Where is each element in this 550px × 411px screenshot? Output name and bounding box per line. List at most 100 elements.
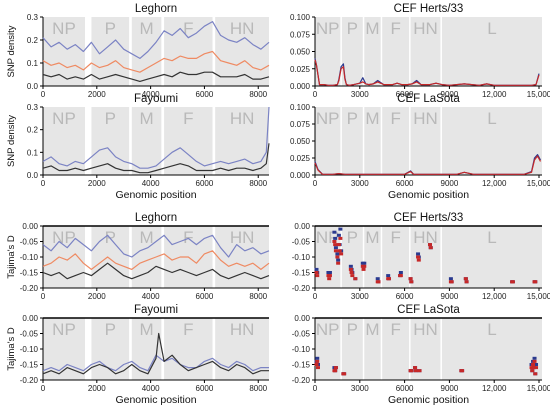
- gene-label-hn: HN: [230, 320, 255, 339]
- gene-label-m: M: [139, 109, 153, 128]
- series-point-navy: [314, 267, 319, 271]
- gene-label-p: P: [105, 320, 116, 339]
- series-point-red: [335, 255, 340, 259]
- gene-label-np: NP: [52, 228, 76, 247]
- gene-band-hn: [215, 107, 269, 175]
- x-tick-label: 6000: [196, 384, 214, 393]
- y-tick-label: -0.10: [20, 345, 39, 354]
- x-tick-label: 3000: [351, 384, 369, 393]
- gene-band-p: [91, 226, 130, 288]
- series-point-red: [534, 366, 539, 370]
- gene-band-np: [43, 17, 85, 86]
- panel-cef-lasota-tajima: NP P M F HN L 0 3000 6000 9000 12,000 15,000 -0.20 -0…: [292, 304, 550, 406]
- gene-band-p: [341, 318, 363, 380]
- y-tick-label: 0.075: [290, 30, 311, 39]
- gene-label-np: NP: [316, 19, 340, 38]
- gene-band-l: [441, 226, 542, 288]
- series-point-red: [333, 366, 338, 370]
- series-point-red: [361, 267, 366, 271]
- y-tick-label: -0.20: [20, 284, 39, 293]
- panel-title: Fayoumi: [134, 93, 178, 105]
- gene-label-f: F: [183, 19, 193, 38]
- y-tick-label: -0.15: [20, 269, 39, 278]
- series-point-red: [386, 277, 391, 281]
- series-point-red: [332, 240, 337, 243]
- y-tick-label: 0.000: [290, 82, 311, 91]
- gene-label-np: NP: [316, 109, 340, 128]
- x-axis-label: Genomic position: [115, 394, 196, 406]
- series-line-orange: [42, 50, 270, 73]
- series-point-red: [350, 274, 355, 278]
- y-tick-label: -0.10: [292, 345, 311, 354]
- series-point-red: [413, 369, 418, 373]
- series-line-orange: [42, 250, 270, 270]
- series-point-red: [338, 236, 343, 240]
- series-point-red: [349, 271, 354, 274]
- series-point-navy: [532, 356, 537, 360]
- panel-fayoumi-tajima: NP P M F HN 0 2000 4000 6000 8000 -0.20 -0.15 -0.10 -…: [6, 304, 269, 406]
- x-tick-label: 6000: [396, 179, 414, 188]
- x-tick-label: 6000: [396, 384, 414, 393]
- y-tick-label: 0.00: [22, 222, 38, 231]
- series-line-dark: [42, 71, 270, 83]
- y-axis-label: Tajima's D: [6, 327, 17, 371]
- series-point-red: [333, 249, 338, 253]
- y-tick-label: -0.15: [20, 361, 39, 370]
- gene-band-p: [91, 107, 130, 175]
- gene-label-p: P: [347, 19, 358, 38]
- y-tick-label: -0.20: [20, 376, 39, 385]
- panel-cef-lasota-snp: NP P M F HN L 0 3000 6000 9000 12,000 15,000 0.000 0.…: [290, 93, 550, 201]
- x-tick-label: 2000: [88, 292, 106, 301]
- series-line-dark: [42, 143, 270, 174]
- series-point-red: [533, 372, 538, 376]
- series-point-red: [416, 258, 421, 262]
- series-point-red: [315, 359, 320, 363]
- series-point-navy: [534, 363, 539, 366]
- y-tick-label: 0.000: [290, 171, 311, 180]
- gene-band-m: [364, 226, 381, 288]
- gene-band-f: [382, 107, 410, 175]
- series-point-red: [409, 369, 414, 373]
- gene-label-np: NP: [316, 320, 340, 339]
- x-tick-label: 0: [313, 384, 318, 393]
- y-tick-label: 0.00: [294, 314, 310, 323]
- y-tick-label: 0.2: [27, 36, 39, 45]
- series-point-navy: [333, 236, 338, 240]
- series-point-red: [533, 280, 538, 284]
- series-point-red: [342, 372, 347, 376]
- x-tick-label: 8000: [249, 90, 267, 99]
- x-tick-label: 6000: [196, 179, 214, 188]
- x-tick-label: 3000: [351, 90, 369, 99]
- y-axis-label: SNP density: [6, 115, 17, 167]
- x-tick-label: 9000: [441, 292, 459, 301]
- x-axis-label: Genomic position: [388, 189, 469, 201]
- x-tick-label: 9000: [441, 179, 459, 188]
- gene-label-hn: HN: [413, 19, 438, 38]
- gene-label-l: L: [487, 19, 496, 38]
- y-tick-label: 0.025: [290, 65, 311, 74]
- y-tick-label: 0.1: [27, 148, 39, 157]
- gene-band-f: [164, 107, 213, 175]
- gene-band-hn: [215, 318, 269, 380]
- series-line-blue: [42, 106, 270, 169]
- panel-leghorn-tajima: NP P M F HN0 2000 4000 6000 8000-0.20-0.15-0.10-…: [6, 212, 270, 301]
- series-point-red: [348, 267, 353, 271]
- y-tick-label: 0.100: [290, 103, 311, 112]
- y-tick-label: -0.05: [20, 238, 39, 247]
- x-tick-label: 0: [313, 292, 318, 301]
- gene-label-l: L: [487, 109, 496, 128]
- series-point-red: [408, 277, 413, 281]
- x-tick-label: 0: [41, 384, 46, 393]
- y-tick-label: 0.0: [27, 82, 39, 91]
- series-point-red: [333, 369, 338, 373]
- y-tick-label: 0.3: [27, 13, 39, 22]
- series-point-red: [531, 363, 536, 366]
- series-point-navy: [332, 230, 337, 234]
- y-tick-label: 0.00: [294, 222, 310, 231]
- series-point-red: [510, 280, 515, 284]
- gene-band-hn: [410, 17, 441, 86]
- x-tick-label: 4000: [142, 179, 160, 188]
- series-point-navy: [333, 246, 338, 250]
- gene-label-f: F: [183, 228, 193, 247]
